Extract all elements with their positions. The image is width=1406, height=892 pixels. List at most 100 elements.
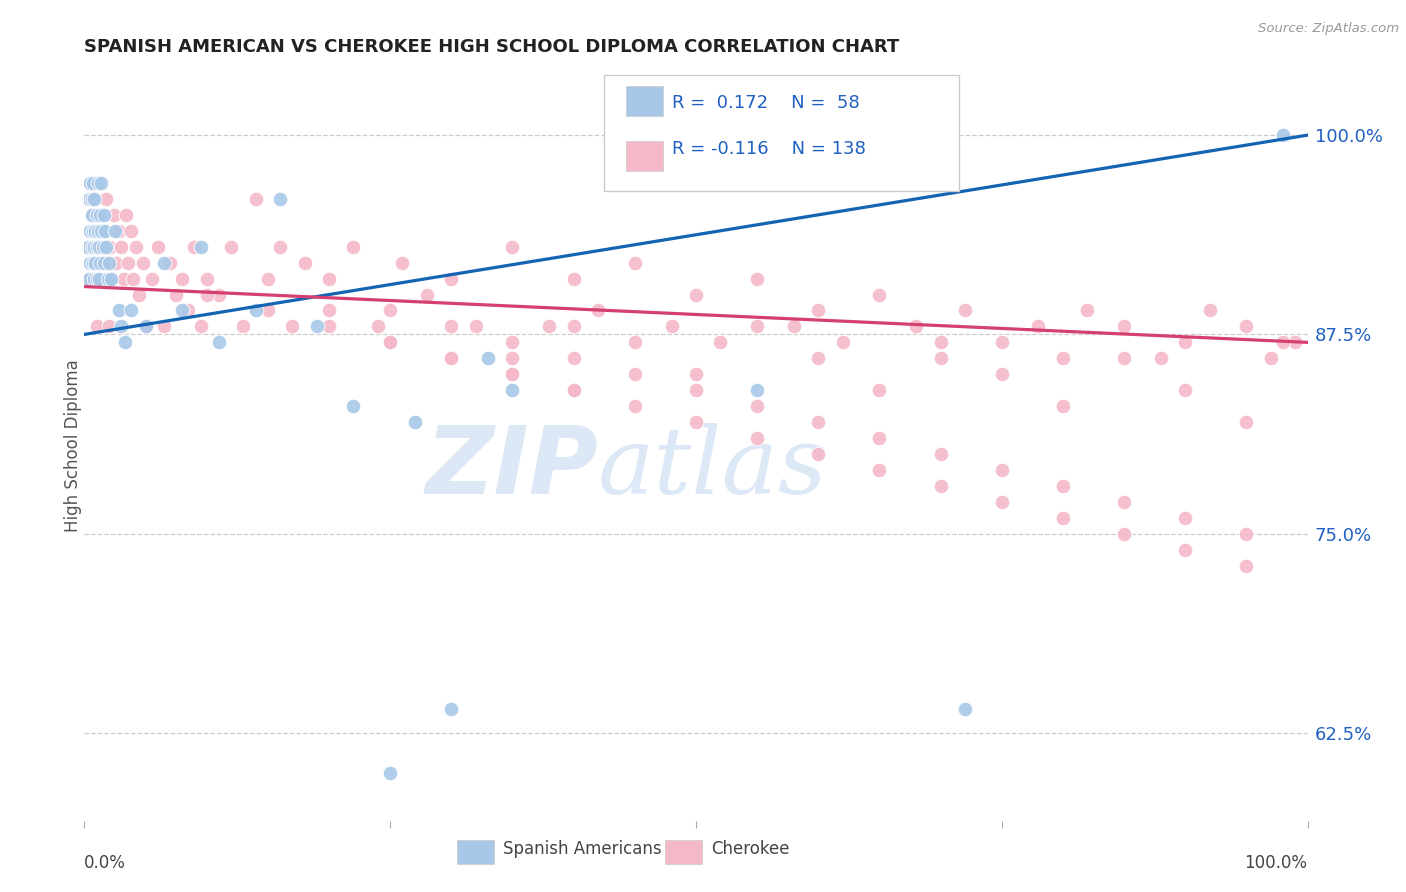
Point — [100, 271, 122, 285]
Point — [1272, 128, 1295, 142]
Point — [257, 303, 280, 318]
Point — [1284, 335, 1306, 350]
Text: 0.0%: 0.0% — [84, 855, 127, 872]
Point — [190, 240, 212, 254]
Point — [79, 255, 101, 269]
Text: Cherokee: Cherokee — [710, 840, 789, 858]
Point — [1114, 526, 1136, 541]
Point — [380, 765, 402, 780]
Point — [1150, 351, 1173, 366]
Point — [1052, 351, 1074, 366]
Point — [110, 319, 132, 334]
Point — [120, 224, 142, 238]
Point — [1236, 526, 1258, 541]
Point — [195, 271, 218, 285]
Point — [86, 319, 108, 334]
Point — [685, 383, 707, 397]
Point — [120, 303, 142, 318]
Point — [107, 224, 129, 238]
Point — [807, 351, 830, 366]
Point — [1174, 383, 1197, 397]
Point — [1260, 351, 1282, 366]
Point — [440, 351, 463, 366]
Point — [502, 383, 524, 397]
Point — [110, 240, 132, 254]
Point — [208, 335, 231, 350]
FancyBboxPatch shape — [605, 75, 959, 191]
Point — [86, 271, 108, 285]
Point — [685, 287, 707, 301]
Point — [747, 271, 769, 285]
Point — [1028, 319, 1050, 334]
Point — [747, 383, 769, 397]
Point — [232, 319, 254, 334]
Point — [380, 335, 402, 350]
Point — [93, 240, 115, 254]
Point — [905, 319, 928, 334]
Point — [440, 702, 463, 716]
Point — [1272, 335, 1295, 350]
Point — [94, 271, 117, 285]
Point — [624, 335, 647, 350]
Point — [80, 208, 103, 222]
Point — [929, 479, 952, 493]
Point — [105, 255, 128, 269]
Point — [1114, 319, 1136, 334]
Point — [367, 319, 389, 334]
Point — [128, 287, 150, 301]
Point — [84, 224, 107, 238]
Point — [98, 240, 121, 254]
Point — [281, 319, 304, 334]
Point — [84, 255, 107, 269]
Point — [117, 255, 139, 269]
Point — [79, 176, 101, 190]
Point — [991, 463, 1014, 477]
Point — [97, 319, 120, 334]
Point — [93, 208, 115, 222]
Point — [416, 287, 439, 301]
Point — [114, 335, 136, 350]
Point — [807, 303, 830, 318]
Point — [87, 240, 110, 254]
Point — [1236, 415, 1258, 429]
Point — [93, 255, 115, 269]
Point — [122, 271, 145, 285]
Point — [82, 176, 104, 190]
Point — [208, 287, 231, 301]
Point — [83, 192, 105, 206]
Point — [219, 240, 242, 254]
FancyBboxPatch shape — [626, 87, 664, 116]
Point — [91, 240, 114, 254]
Point — [294, 255, 316, 269]
Point — [502, 240, 524, 254]
Point — [245, 303, 267, 318]
Point — [141, 271, 163, 285]
Y-axis label: High School Diploma: High School Diploma — [65, 359, 82, 533]
Point — [103, 208, 125, 222]
Point — [502, 368, 524, 382]
Point — [104, 224, 127, 238]
Point — [1198, 303, 1220, 318]
Point — [586, 303, 609, 318]
Point — [135, 319, 157, 334]
Point — [953, 702, 976, 716]
Point — [1174, 335, 1197, 350]
Point — [97, 255, 120, 269]
Point — [661, 319, 683, 334]
Text: Spanish Americans: Spanish Americans — [503, 840, 661, 858]
Point — [79, 271, 101, 285]
Point — [404, 415, 426, 429]
Point — [82, 255, 104, 269]
Point — [342, 399, 364, 413]
FancyBboxPatch shape — [665, 840, 702, 864]
Point — [87, 240, 110, 254]
Point — [269, 192, 291, 206]
Point — [991, 495, 1014, 509]
Point — [82, 240, 104, 254]
Point — [89, 208, 111, 222]
Point — [624, 399, 647, 413]
Point — [440, 271, 463, 285]
Point — [87, 271, 110, 285]
Point — [112, 271, 135, 285]
Point — [318, 303, 340, 318]
